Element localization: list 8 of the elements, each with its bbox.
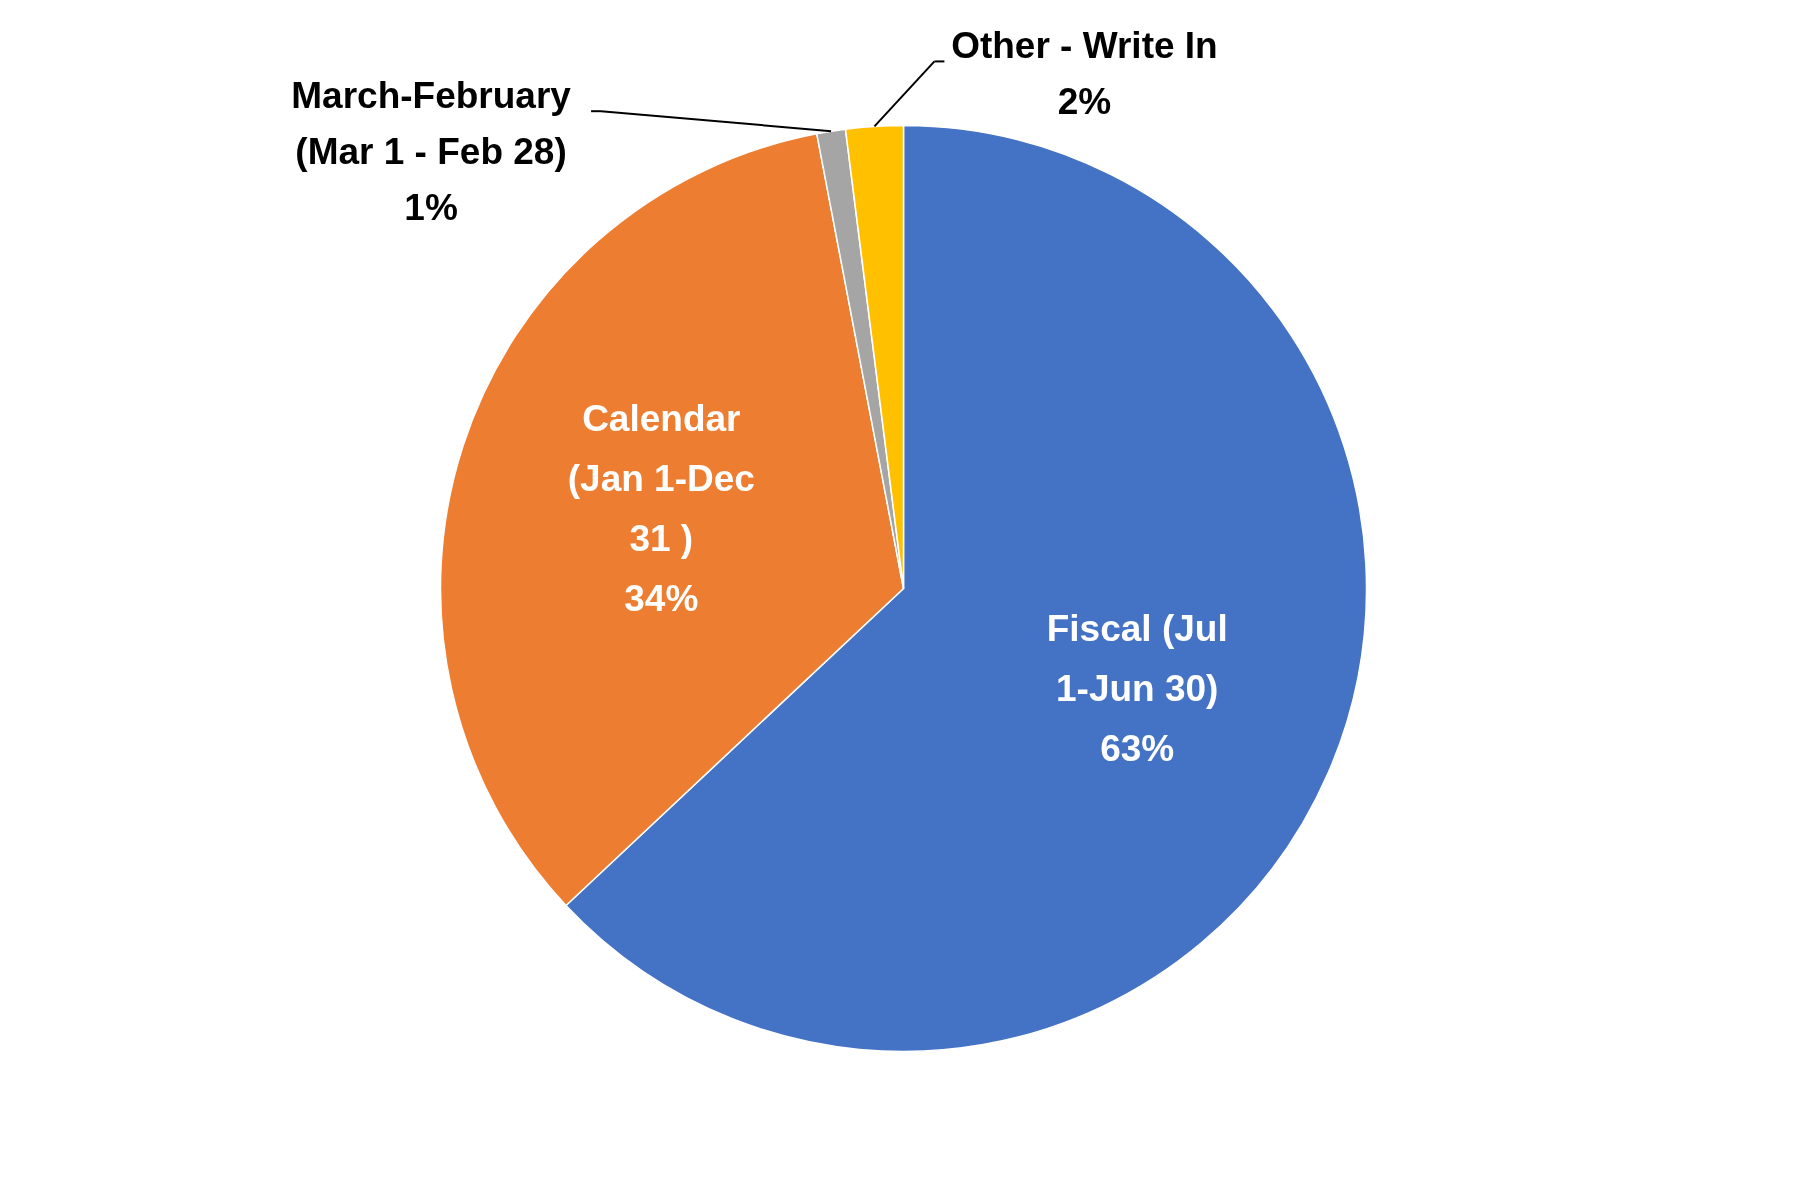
- slice-label: March-February (Mar 1 - Feb 28): [291, 75, 572, 173]
- data-label: 2%: [1057, 81, 1112, 123]
- data-label: 63%: [1100, 727, 1175, 769]
- slice-label: Fiscal (Jul 1-Jun 30): [1046, 607, 1228, 709]
- data-label: 1%: [404, 187, 458, 229]
- slice-label: Calendar (Jan 1-Dec 31 ): [567, 397, 755, 559]
- data-label: 34%: [624, 577, 699, 619]
- slice-label: Other - Write In: [951, 25, 1218, 67]
